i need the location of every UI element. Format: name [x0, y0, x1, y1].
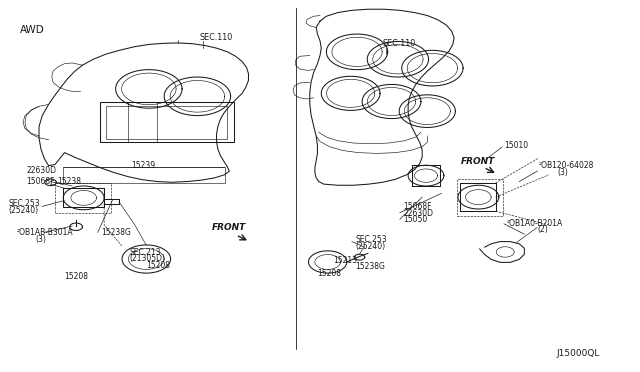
- Bar: [100, 102, 234, 142]
- Text: 15238G: 15238G: [102, 228, 131, 237]
- Text: 15239: 15239: [132, 161, 156, 170]
- Text: SEC.253: SEC.253: [8, 199, 40, 208]
- Bar: [106, 106, 227, 138]
- Text: 15238G: 15238G: [355, 262, 385, 272]
- Text: 15068F: 15068F: [26, 177, 55, 186]
- Text: J15000QL: J15000QL: [556, 349, 600, 358]
- Text: ²OB120-64028: ²OB120-64028: [538, 161, 594, 170]
- Text: AWD: AWD: [20, 25, 45, 35]
- Text: ²OB1AB-B301A: ²OB1AB-B301A: [17, 228, 74, 237]
- Text: (21305D): (21305D): [130, 254, 166, 263]
- Text: (3): (3): [557, 168, 568, 177]
- Text: (25240): (25240): [8, 206, 38, 215]
- Text: FRONT: FRONT: [211, 224, 246, 232]
- Text: SEC.213: SEC.213: [130, 247, 161, 257]
- Text: SEC.110: SEC.110: [383, 39, 416, 48]
- Text: (2): (2): [537, 225, 548, 234]
- Text: (25240): (25240): [355, 242, 385, 251]
- Text: FRONT: FRONT: [461, 157, 495, 166]
- Text: SEC.253: SEC.253: [355, 235, 387, 244]
- Text: 15010: 15010: [504, 141, 528, 150]
- Text: SEC.110: SEC.110: [200, 33, 233, 42]
- Text: 15208: 15208: [147, 260, 170, 270]
- Text: 22630D: 22630D: [403, 209, 433, 218]
- Text: (3): (3): [36, 235, 47, 244]
- Text: 15208: 15208: [65, 272, 88, 281]
- Text: 15213: 15213: [333, 256, 356, 265]
- Text: 15068F: 15068F: [403, 202, 431, 211]
- Text: 15050: 15050: [403, 215, 428, 224]
- Bar: [457, 179, 502, 216]
- Bar: [63, 167, 225, 183]
- Text: ²OB1A0-B201A: ²OB1A0-B201A: [506, 219, 563, 228]
- Bar: [55, 183, 111, 213]
- Text: 15238: 15238: [57, 177, 81, 186]
- Text: 22630D: 22630D: [26, 166, 56, 175]
- Text: 15208: 15208: [317, 269, 341, 278]
